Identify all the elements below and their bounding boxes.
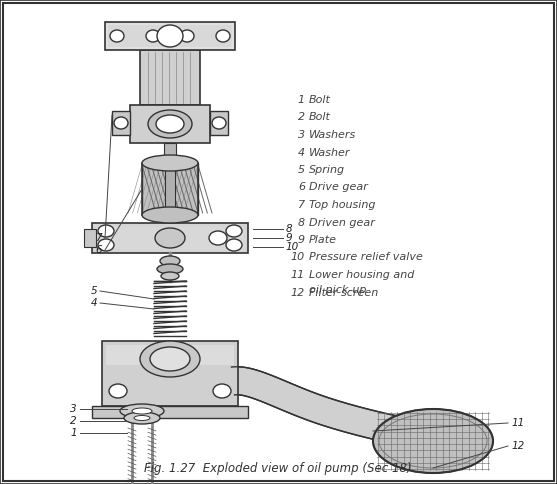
Bar [210, 111, 228, 135]
Bar [102, 341, 238, 406]
Bar [92, 406, 248, 418]
Text: Pressure relief valve: Pressure relief valve [309, 253, 423, 262]
Text: 1: 1 [298, 95, 305, 105]
Bar [105, 22, 235, 50]
Ellipse shape [161, 272, 179, 280]
Text: 5: 5 [298, 165, 305, 175]
Text: 3: 3 [70, 404, 77, 414]
Text: 3: 3 [298, 130, 305, 140]
Text: 7: 7 [298, 200, 305, 210]
Bar [84, 229, 96, 247]
Ellipse shape [150, 347, 190, 371]
Ellipse shape [156, 115, 184, 133]
Ellipse shape [209, 231, 227, 245]
Text: 9: 9 [298, 235, 305, 245]
Text: 12: 12 [511, 441, 524, 451]
Ellipse shape [180, 30, 194, 42]
Ellipse shape [157, 264, 183, 274]
Bar [96, 227, 244, 249]
Text: 4: 4 [298, 148, 305, 157]
Text: 11: 11 [511, 418, 524, 428]
Bar [142, 163, 198, 215]
Text: Fig. 1.27  Exploded view of oil pump (Sec 18): Fig. 1.27 Exploded view of oil pump (Sec… [144, 462, 412, 475]
Ellipse shape [110, 30, 124, 42]
Ellipse shape [212, 117, 226, 129]
Polygon shape [232, 367, 414, 447]
Text: 7: 7 [95, 233, 102, 243]
Ellipse shape [132, 408, 152, 414]
Text: Spring: Spring [309, 165, 345, 175]
Text: 10: 10 [291, 253, 305, 262]
Ellipse shape [134, 415, 150, 421]
Bar [165, 158, 175, 220]
Text: 2: 2 [70, 416, 77, 426]
Ellipse shape [98, 225, 114, 237]
Text: Top housing: Top housing [309, 200, 375, 210]
Ellipse shape [142, 155, 198, 171]
Text: 9: 9 [286, 233, 292, 243]
Ellipse shape [142, 207, 198, 223]
Ellipse shape [109, 384, 127, 398]
Ellipse shape [160, 256, 180, 266]
Bar [92, 223, 248, 253]
Text: 2: 2 [298, 112, 305, 122]
Ellipse shape [226, 239, 242, 251]
Text: 4: 4 [90, 298, 97, 308]
Ellipse shape [216, 30, 230, 42]
Ellipse shape [120, 404, 164, 418]
Bar [130, 105, 210, 143]
Ellipse shape [213, 384, 231, 398]
Ellipse shape [124, 412, 160, 424]
Text: Drive gear: Drive gear [309, 182, 368, 193]
Text: Plate: Plate [309, 235, 337, 245]
Text: Washers: Washers [309, 130, 356, 140]
Ellipse shape [98, 239, 114, 251]
Ellipse shape [373, 409, 493, 473]
Ellipse shape [146, 30, 160, 42]
Text: Filter screen: Filter screen [309, 287, 378, 298]
Text: Washer: Washer [309, 148, 350, 157]
Ellipse shape [114, 117, 128, 129]
Text: Lower housing and: Lower housing and [309, 270, 414, 280]
Text: 5: 5 [90, 286, 97, 296]
Ellipse shape [140, 341, 200, 377]
Ellipse shape [226, 225, 242, 237]
Text: Bolt: Bolt [309, 95, 331, 105]
Bar [106, 345, 234, 365]
Text: 10: 10 [286, 242, 299, 252]
Text: 6: 6 [95, 245, 102, 255]
Bar [142, 163, 198, 215]
Ellipse shape [157, 25, 183, 47]
Ellipse shape [155, 228, 185, 248]
Bar [164, 143, 176, 163]
Ellipse shape [148, 110, 192, 138]
Bar [140, 50, 200, 105]
Bar [108, 25, 232, 47]
Text: Bolt: Bolt [309, 112, 331, 122]
Bar [112, 111, 130, 135]
Text: oil pick-up: oil pick-up [309, 285, 367, 295]
Text: 8: 8 [298, 217, 305, 227]
Text: 8: 8 [286, 224, 292, 234]
Text: 12: 12 [291, 287, 305, 298]
Text: 1: 1 [70, 428, 77, 438]
Text: 6: 6 [298, 182, 305, 193]
Text: 11: 11 [291, 270, 305, 280]
Text: Driven gear: Driven gear [309, 217, 375, 227]
